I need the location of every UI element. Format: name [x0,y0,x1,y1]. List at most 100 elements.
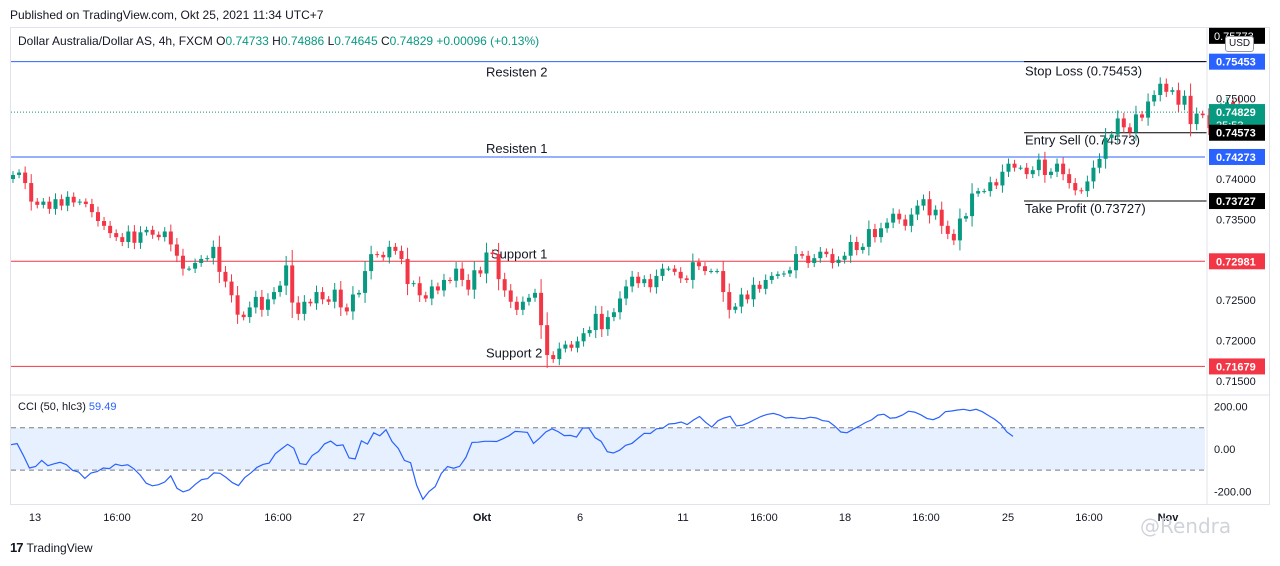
candle-142 [872,229,877,238]
cci-tick-2: -200.00 [1214,486,1251,498]
candle-134 [824,251,829,255]
candle-167 [1024,167,1029,175]
candle-191 [1170,90,1175,92]
candle-11 [77,201,82,203]
symbol-name: Dollar Australia/Dollar AS, 4h, FXCM [18,34,213,48]
candle-97 [599,313,604,330]
price-tick-4: 0.72000 [1216,336,1256,348]
candle-130 [800,254,805,256]
candle-37 [235,295,240,315]
candle-63 [393,246,398,251]
x-tick-8: 16:00 [750,512,778,524]
candle-110 [678,271,683,279]
candle-71 [441,279,446,291]
published-note: Published on TradingView.com, Okt 25, 20… [10,8,324,22]
candle-170 [1042,159,1047,175]
x-tick-7: 11 [677,512,688,524]
candle-61 [381,254,386,258]
candle-141 [866,229,871,247]
price-tick-0: 0.75000 [1216,93,1256,105]
candle-70 [435,286,440,291]
candle-101 [624,286,629,299]
candle-73 [454,268,459,281]
candle-116 [715,271,720,273]
candle-164 [1006,163,1011,172]
candle-59 [369,254,374,272]
price-badge-label-0: 0.75453 [1216,57,1256,69]
candle-78 [484,252,489,274]
candle-31 [199,258,204,263]
candle-91 [563,344,568,349]
candle-95 [587,330,592,334]
candle-58 [363,271,368,293]
candle-48 [302,301,307,314]
tradingview-brand: TradingView [26,540,93,555]
cci-legend: CCI (50, hlc3) 59.49 [18,401,116,413]
candle-62 [387,246,392,258]
candle-12 [83,201,88,205]
tradingview-logo-icon: 17 [10,540,24,555]
candle-54 [338,289,343,308]
candle-165 [1012,163,1017,168]
candle-69 [429,286,434,299]
candle-156 [957,218,962,241]
x-tick-13: Nov [1158,512,1180,524]
candle-92 [569,344,574,348]
price-badge-6 [1209,358,1265,375]
price-badge-label-6: 0.71679 [1216,361,1256,373]
candle-161 [988,182,993,192]
price-tick-3: 0.72500 [1216,295,1256,307]
candle-107 [660,268,665,276]
candle-187 [1146,101,1151,118]
close-label: C [381,34,390,48]
candle-4 [35,201,40,205]
candle-67 [417,283,422,296]
symbol-legend: Dollar Australia/Dollar AS, 4h, FXCM O0.… [18,34,539,48]
x-tick-5: Okt [473,512,492,524]
candle-172 [1055,163,1060,172]
chart-frame[interactable] [10,27,1270,505]
candle-188 [1152,95,1157,102]
candle-87 [539,292,544,326]
candle-193 [1182,95,1187,105]
candle-201 [1231,102,1236,105]
cci-band [11,427,1205,471]
candle-79 [490,252,495,255]
candle-42 [265,299,270,310]
x-tick-4: 27 [353,512,365,524]
high-value: 0.74886 [280,34,325,48]
candle-25 [162,231,167,238]
candle-32 [205,258,210,260]
price-badge-label-4: 0.73727 [1216,196,1256,208]
candle-122 [751,284,756,300]
cci-tick-1: 0.00 [1214,444,1235,456]
candle-145 [891,213,896,223]
candle-66 [411,283,416,285]
candle-53 [332,289,337,302]
candle-192 [1176,90,1181,105]
candle-148 [909,214,914,226]
candle-135 [830,254,835,263]
price-badge-0 [1209,53,1265,70]
candle-21 [138,232,143,243]
candle-2 [23,172,28,184]
candle-186 [1140,114,1145,118]
candle-103 [636,276,641,284]
currency-button[interactable]: USD [1225,36,1255,52]
candle-127 [781,273,786,275]
candle-150 [921,199,926,206]
candle-16 [108,225,113,234]
candle-1 [17,172,22,175]
x-tick-0: 13 [29,512,41,524]
candle-152 [933,209,938,216]
candle-112 [690,262,695,280]
candle-144 [885,222,890,229]
candle-99 [611,312,616,318]
candle-128 [787,270,792,274]
candle-175 [1073,183,1078,191]
candle-50 [314,292,319,304]
candle-139 [854,241,859,251]
candle-173 [1061,163,1066,175]
candle-10 [71,196,76,203]
